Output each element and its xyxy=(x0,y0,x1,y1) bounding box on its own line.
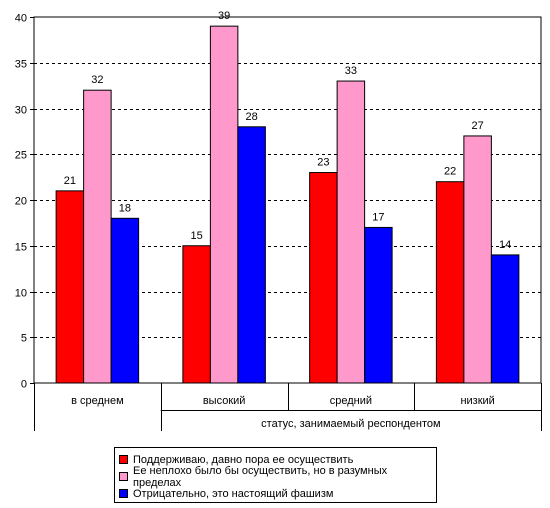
bar xyxy=(182,245,211,384)
legend: Поддерживаю, давно пора ее осуществить Е… xyxy=(114,447,437,503)
data-label: 32 xyxy=(91,74,103,86)
legend-swatch-negative xyxy=(119,489,128,498)
data-label: 17 xyxy=(372,211,384,223)
data-label: 22 xyxy=(444,166,456,178)
data-label: 18 xyxy=(119,202,131,214)
bar xyxy=(110,217,140,384)
bar xyxy=(83,89,112,384)
legend-swatch-moderate xyxy=(119,472,128,481)
bar xyxy=(237,126,266,384)
y-tick-label: 5 xyxy=(21,333,27,345)
x-tick-label: средний xyxy=(330,395,372,407)
data-label: 21 xyxy=(64,175,76,187)
bar xyxy=(490,254,520,384)
legend-item-support: Поддерживаю, давно пора ее осуществить xyxy=(119,451,436,468)
legend-label-negative: Отрицательно, это настоящий фашизм xyxy=(133,487,334,500)
x-tick-label: низкий xyxy=(460,395,494,407)
legend-item-moderate: Ее неплохо было бы осуществить, но в раз… xyxy=(119,465,436,489)
legend-label-support: Поддерживаю, давно пора ее осуществить xyxy=(133,453,354,466)
bar xyxy=(336,80,366,384)
x-tick-label: высокий xyxy=(203,395,246,407)
bar xyxy=(463,135,492,384)
bar-chart: 0 5 10 15 20 25 30 35 40 21 32 18 в среднем 15 39 28 выс… xyxy=(15,10,542,431)
group-axis-label: статус, занимаемый респондентом xyxy=(261,418,440,430)
legend-label-moderate: Ее неплохо было бы осуществить, но в раз… xyxy=(133,464,388,489)
y-tick-label: 0 xyxy=(21,379,27,391)
bar xyxy=(55,190,85,384)
bar xyxy=(435,181,465,384)
x-tick-label: в среднем xyxy=(71,395,124,407)
data-label: 27 xyxy=(472,120,484,132)
bar xyxy=(364,226,393,384)
data-label: 15 xyxy=(191,230,203,242)
y-tick-label: 40 xyxy=(15,13,27,25)
data-label: 28 xyxy=(246,111,258,123)
y-tick-label: 35 xyxy=(15,59,27,71)
data-label: 33 xyxy=(345,65,357,77)
bar xyxy=(309,172,338,384)
y-tick-label: 10 xyxy=(15,288,27,300)
data-label: 39 xyxy=(218,10,230,22)
legend-item-negative: Отрицательно, это настоящий фашизм xyxy=(119,485,436,502)
y-tick-label: 25 xyxy=(15,150,27,162)
bar xyxy=(209,25,239,384)
y-tick-label: 15 xyxy=(15,242,27,254)
y-tick-label: 30 xyxy=(15,105,27,117)
data-label: 23 xyxy=(317,157,329,169)
legend-swatch-support xyxy=(119,455,128,464)
data-label: 14 xyxy=(499,239,511,251)
y-tick-label: 20 xyxy=(15,196,27,208)
